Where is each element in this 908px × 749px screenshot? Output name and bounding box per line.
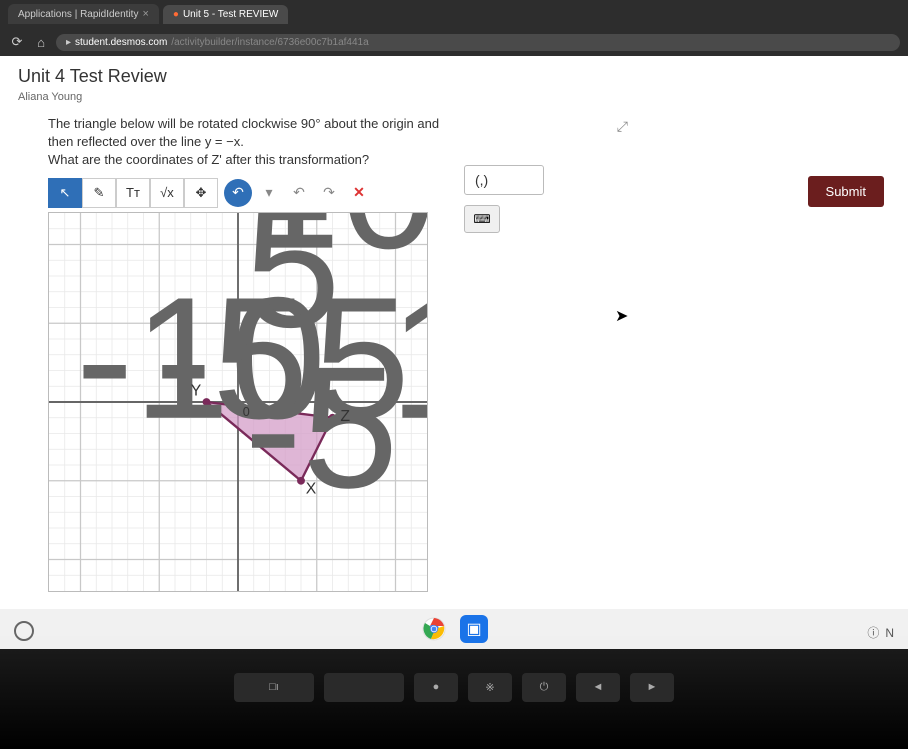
vertex-y-label: Y <box>191 382 202 399</box>
math-tool-button[interactable]: √x <box>150 178 184 208</box>
status-tray[interactable]: ⓘ N <box>867 624 894 641</box>
pencil-tool-button[interactable]: ✎ <box>82 178 116 208</box>
chrome-icon[interactable] <box>420 615 448 643</box>
keyboard-button[interactable]: ⌨ <box>464 205 500 233</box>
url-field[interactable]: ▸ student.desmos.com /activitybuilder/in… <box>56 34 900 51</box>
close-icon[interactable]: × <box>142 8 148 20</box>
key: ◄ <box>576 673 620 702</box>
text-tool-button[interactable]: Tᴛ <box>116 178 150 208</box>
svg-text:0: 0 <box>243 405 250 419</box>
dropdown-icon[interactable]: ▾ <box>256 180 282 206</box>
submit-button[interactable]: Submit <box>808 176 884 207</box>
app-icon[interactable]: ▣ <box>460 615 488 643</box>
info-icon: ⓘ <box>867 624 879 641</box>
key: ● <box>414 673 458 702</box>
vertex-z-label: Z <box>340 407 350 424</box>
home-icon[interactable]: ⌂ <box>32 35 50 50</box>
key: □ı <box>234 673 314 702</box>
undo-icon[interactable]: ↶ <box>286 180 312 206</box>
tab-label: Applications | RapidIdentity <box>18 9 138 20</box>
laptop-keyboard: □ı ● ※ ⏻ ◄ ► <box>0 649 908 749</box>
question-text: The triangle below will be rotated clock… <box>18 115 448 170</box>
tab-bar: Applications | RapidIdentity × ● Unit 5 … <box>0 0 908 28</box>
site-icon: ▸ <box>66 37 71 48</box>
svg-text:-5: -5 <box>244 330 398 524</box>
cursor-icon: ➤ <box>615 306 628 326</box>
key: ► <box>630 673 674 702</box>
graph-svg: -10 -5 5 10 10 5 -5 Y Z X 0 <box>49 213 427 591</box>
undo-round-button[interactable]: ↶ <box>224 179 252 207</box>
vertex-x-label: X <box>306 480 317 497</box>
launcher-button[interactable] <box>14 621 34 641</box>
status-letter: N <box>885 626 894 640</box>
graph-panel: The triangle below will be rotated clock… <box>18 115 448 592</box>
eraser-tool-button[interactable]: ✥ <box>184 178 218 208</box>
student-name: Aliana Young <box>18 91 890 103</box>
clear-icon[interactable]: ✕ <box>346 180 372 206</box>
address-bar: ⟳ ⌂ ▸ student.desmos.com /activitybuilde… <box>0 28 908 56</box>
graph-toolbar: ↖ ✎ Tᴛ √x ✥ ↶ ▾ ↶ ↷ ✕ <box>18 178 448 208</box>
coordinate-graph[interactable]: -10 -5 5 10 10 5 -5 Y Z X 0 <box>48 212 428 592</box>
tab-rapididentity[interactable]: Applications | RapidIdentity × <box>8 4 159 24</box>
url-path: /activitybuilder/instance/6736e00c7b1af4… <box>171 37 368 48</box>
key <box>324 673 404 702</box>
tab-desmos[interactable]: ● Unit 5 - Test REVIEW <box>163 5 288 24</box>
expand-icon[interactable]: ⤢ <box>617 118 628 135</box>
reload-icon[interactable]: ⟳ <box>8 34 26 50</box>
answer-input[interactable]: (,) <box>464 165 544 195</box>
key: ※ <box>468 673 512 702</box>
page-title: Unit 4 Test Review <box>18 66 167 87</box>
tab-label: Unit 5 - Test REVIEW <box>183 9 278 20</box>
move-tool-button[interactable]: ↖ <box>48 178 82 208</box>
redo-icon[interactable]: ↷ <box>316 180 342 206</box>
key: ⏻ <box>522 673 566 702</box>
browser-chrome: Applications | RapidIdentity × ● Unit 5 … <box>0 0 908 56</box>
page-content: Unit 4 Test Review Aliana Young ⤢ The tr… <box>0 56 908 636</box>
url-domain: student.desmos.com <box>75 37 167 48</box>
taskbar: ▣ <box>0 609 908 649</box>
